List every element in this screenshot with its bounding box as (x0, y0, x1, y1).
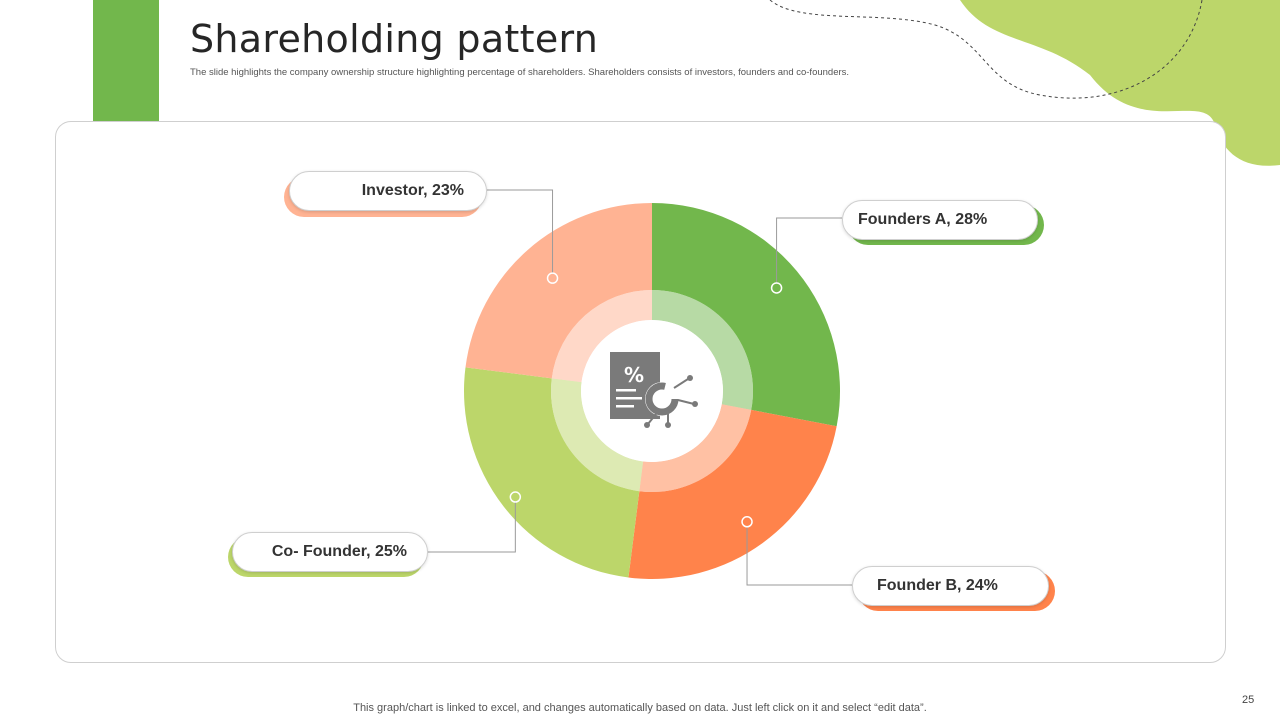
leader-line-founder-b (746, 521, 852, 586)
callout-co-founder[interactable]: Co- Founder, 25% (228, 532, 428, 577)
slice-inner-investor (551, 290, 652, 383)
decorative-blob (769, 0, 1280, 166)
page-subtitle: The slide highlights the company ownersh… (190, 67, 850, 78)
callout-investor[interactable]: Investor, 23% (284, 171, 487, 217)
page-number: 25 (1242, 694, 1255, 706)
percent-document-chart-icon: % (610, 352, 698, 428)
slice-inner-tint-co-founder (550, 378, 644, 492)
slice-inner-tint-founders-a (652, 290, 754, 410)
slice-inner-tint-founder-b (639, 404, 752, 492)
leader-line-founders-a (776, 217, 842, 288)
slice-investor[interactable] (465, 203, 652, 379)
leader-dot-founder-b (741, 516, 753, 528)
leader-line-co-founder (428, 497, 516, 553)
leader-dot-co-founder (509, 491, 522, 503)
svg-text:%: % (624, 363, 644, 387)
slice-label-co-founder: Co- Founder, 25% (271, 543, 407, 560)
slice-founder-b[interactable] (628, 409, 837, 579)
leader-line-investor (487, 189, 554, 279)
leader-dot-investor (546, 272, 559, 284)
slice-label-founders-a: Founders A, 28% (858, 211, 988, 228)
leader-dot-founders-a (770, 282, 783, 294)
slice-co-founder[interactable] (464, 367, 640, 578)
slice-inner-founder-b (639, 404, 752, 492)
slice-inner-founders-a (652, 290, 754, 410)
footer-note: This graph/chart is linked to excel, and… (353, 702, 927, 714)
slice-inner-tint-investor (551, 290, 652, 383)
callout-founder-b[interactable]: Founder B, 24% (852, 566, 1055, 611)
page-title: Shareholding pattern (190, 17, 599, 61)
accent-bar (93, 0, 159, 121)
slice-inner-co-founder (550, 378, 644, 492)
slice-label-investor: Investor, 23% (361, 182, 464, 199)
slice-label-founder-b: Founder B, 24% (877, 577, 998, 594)
callout-founders-a[interactable]: Founders A, 28% (842, 200, 1044, 245)
slice-founders-a[interactable] (652, 203, 840, 427)
